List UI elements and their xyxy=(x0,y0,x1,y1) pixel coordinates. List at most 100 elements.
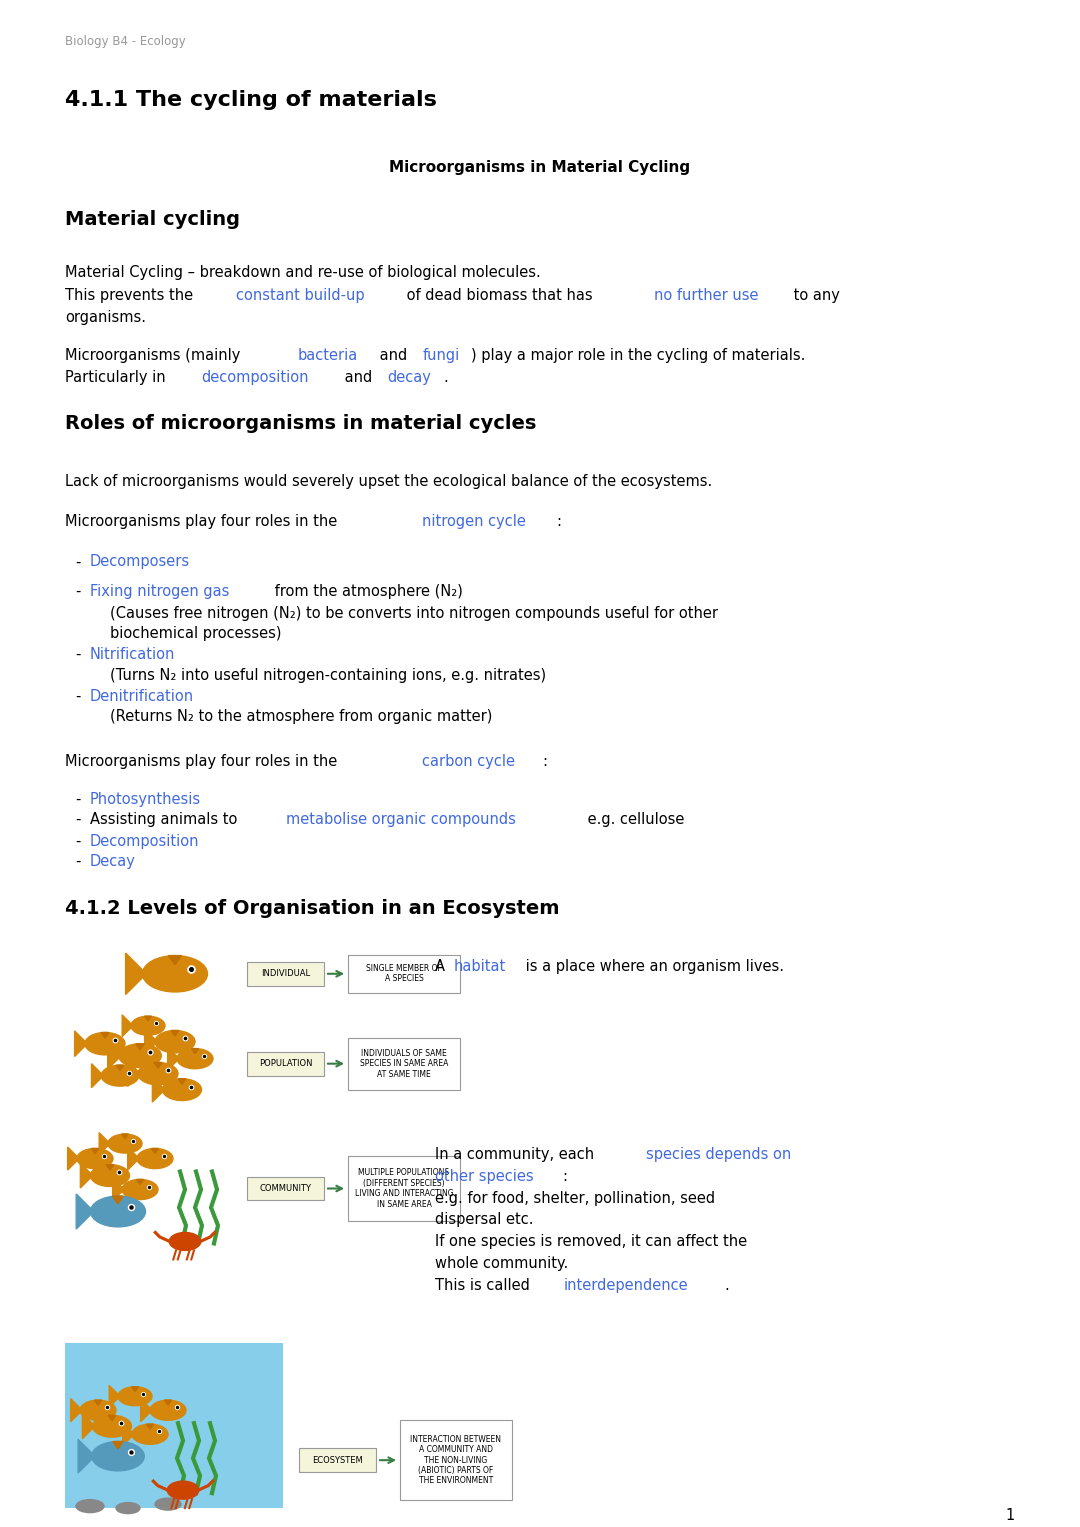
Text: Decomposition: Decomposition xyxy=(90,834,200,849)
Polygon shape xyxy=(108,1041,121,1069)
Text: interdependence: interdependence xyxy=(564,1278,688,1293)
Polygon shape xyxy=(164,1400,172,1405)
Text: Material cycling: Material cycling xyxy=(65,209,240,229)
Text: carbon cycle: carbon cycle xyxy=(422,754,515,770)
Polygon shape xyxy=(123,1423,134,1446)
Text: from the atmosphere (N₂): from the atmosphere (N₂) xyxy=(270,585,462,599)
Polygon shape xyxy=(70,1399,82,1422)
Text: -: - xyxy=(75,647,80,663)
Ellipse shape xyxy=(156,1031,195,1054)
Text: (Returns N₂ to the atmosphere from organic matter): (Returns N₂ to the atmosphere from organ… xyxy=(110,709,492,724)
Text: Biology B4 - Ecology: Biology B4 - Ecology xyxy=(65,35,186,47)
Polygon shape xyxy=(82,1414,95,1438)
Text: ECOSYSTEM: ECOSYSTEM xyxy=(312,1455,363,1464)
Text: Particularly in: Particularly in xyxy=(65,370,171,385)
Polygon shape xyxy=(94,1400,102,1405)
Text: This prevents the: This prevents the xyxy=(65,287,198,302)
Polygon shape xyxy=(145,1029,158,1055)
Polygon shape xyxy=(122,1015,133,1037)
Text: -: - xyxy=(75,812,80,828)
Polygon shape xyxy=(132,1387,138,1391)
FancyBboxPatch shape xyxy=(247,962,324,986)
Text: no further use: no further use xyxy=(654,287,758,302)
FancyBboxPatch shape xyxy=(348,1038,460,1090)
Text: :: : xyxy=(556,515,562,530)
FancyBboxPatch shape xyxy=(247,1176,324,1200)
Text: whole community.: whole community. xyxy=(435,1257,568,1272)
Polygon shape xyxy=(99,1133,110,1154)
Text: Roles of microorganisms in material cycles: Roles of microorganisms in material cycl… xyxy=(65,414,537,434)
Text: constant build-up: constant build-up xyxy=(237,287,365,302)
Text: metabolise organic compounds: metabolise organic compounds xyxy=(286,812,516,828)
Text: species depends on: species depends on xyxy=(646,1147,792,1162)
Polygon shape xyxy=(140,1399,152,1422)
Polygon shape xyxy=(122,1135,129,1139)
Text: Denitrification: Denitrification xyxy=(90,689,194,704)
Ellipse shape xyxy=(143,956,207,993)
Ellipse shape xyxy=(80,1400,116,1420)
Text: nitrogen cycle: nitrogen cycle xyxy=(422,515,526,530)
Ellipse shape xyxy=(116,1503,140,1513)
Text: and: and xyxy=(375,348,411,362)
Text: Assisting animals to: Assisting animals to xyxy=(90,812,242,828)
Text: e.g. cellulose: e.g. cellulose xyxy=(583,812,684,828)
Text: other species: other species xyxy=(435,1168,534,1183)
Ellipse shape xyxy=(162,1078,202,1101)
Text: 4.1.2 Levels of Organisation in an Ecosystem: 4.1.2 Levels of Organisation in an Ecosy… xyxy=(65,899,559,918)
Polygon shape xyxy=(92,1148,98,1153)
Ellipse shape xyxy=(122,1179,158,1200)
Polygon shape xyxy=(171,1031,179,1037)
FancyBboxPatch shape xyxy=(65,1344,283,1509)
Text: 1: 1 xyxy=(1005,1509,1015,1522)
Text: organisms.: organisms. xyxy=(65,310,146,325)
Text: If one species is removed, it can affect the: If one species is removed, it can affect… xyxy=(435,1234,747,1249)
Text: -: - xyxy=(75,834,80,849)
Polygon shape xyxy=(106,1165,113,1170)
Text: -: - xyxy=(75,554,80,570)
Polygon shape xyxy=(109,1385,120,1406)
Polygon shape xyxy=(147,1425,153,1429)
Text: Decay: Decay xyxy=(90,854,136,869)
Text: to any: to any xyxy=(789,287,840,302)
Ellipse shape xyxy=(167,1481,199,1500)
Ellipse shape xyxy=(132,1425,168,1445)
Text: INDIVIDUAL: INDIVIDUAL xyxy=(261,970,310,979)
Ellipse shape xyxy=(119,1044,161,1067)
Ellipse shape xyxy=(177,1049,213,1069)
Polygon shape xyxy=(178,1078,186,1084)
Text: SINGLE MEMBER OF
A SPECIES: SINGLE MEMBER OF A SPECIES xyxy=(366,964,442,983)
Polygon shape xyxy=(154,1063,162,1067)
Text: :: : xyxy=(542,754,548,770)
Text: Lack of microorganisms would severely upset the ecological balance of the ecosys: Lack of microorganisms would severely up… xyxy=(65,475,712,490)
Text: Nitrification: Nitrification xyxy=(90,647,175,663)
Text: is a place where an organism lives.: is a place where an organism lives. xyxy=(522,959,784,974)
Polygon shape xyxy=(68,1147,79,1170)
Ellipse shape xyxy=(91,1165,130,1186)
Text: Fixing nitrogen gas: Fixing nitrogen gas xyxy=(90,585,229,599)
Ellipse shape xyxy=(138,1063,178,1084)
Polygon shape xyxy=(102,1032,109,1038)
Polygon shape xyxy=(152,1077,165,1102)
Text: (Causes free nitrogen (N₂) to be converts into nitrogen compounds useful for oth: (Causes free nitrogen (N₂) to be convert… xyxy=(110,606,718,621)
Polygon shape xyxy=(75,1031,87,1057)
Text: decay: decay xyxy=(387,370,431,385)
Polygon shape xyxy=(168,956,181,965)
Text: ) play a major role in the cycling of materials.: ) play a major role in the cycling of ma… xyxy=(471,348,805,362)
Text: habitat: habitat xyxy=(454,959,507,974)
Ellipse shape xyxy=(92,1441,145,1471)
Text: This is called: This is called xyxy=(435,1278,535,1293)
Text: INDIVIDUALS OF SAME
SPECIES IN SAME AREA
AT SAME TIME: INDIVIDUALS OF SAME SPECIES IN SAME AREA… xyxy=(360,1049,448,1078)
Text: A: A xyxy=(435,959,449,974)
Text: INTERACTION BETWEEN
A COMMUNITY AND
THE NON-LIVING
(ABIOTIC) PARTS OF
THE ENVIRO: INTERACTION BETWEEN A COMMUNITY AND THE … xyxy=(410,1435,501,1486)
Ellipse shape xyxy=(93,1416,132,1437)
Text: 4.1.1 The cycling of materials: 4.1.1 The cycling of materials xyxy=(65,90,437,110)
Polygon shape xyxy=(127,1061,140,1086)
Ellipse shape xyxy=(108,1135,141,1153)
Polygon shape xyxy=(191,1049,199,1054)
Ellipse shape xyxy=(150,1400,186,1420)
Text: Microorganisms in Material Cycling: Microorganisms in Material Cycling xyxy=(390,160,690,174)
Text: Microorganisms play four roles in the: Microorganisms play four roles in the xyxy=(65,515,342,530)
Polygon shape xyxy=(136,1179,144,1185)
FancyBboxPatch shape xyxy=(348,954,460,993)
FancyBboxPatch shape xyxy=(400,1420,512,1500)
